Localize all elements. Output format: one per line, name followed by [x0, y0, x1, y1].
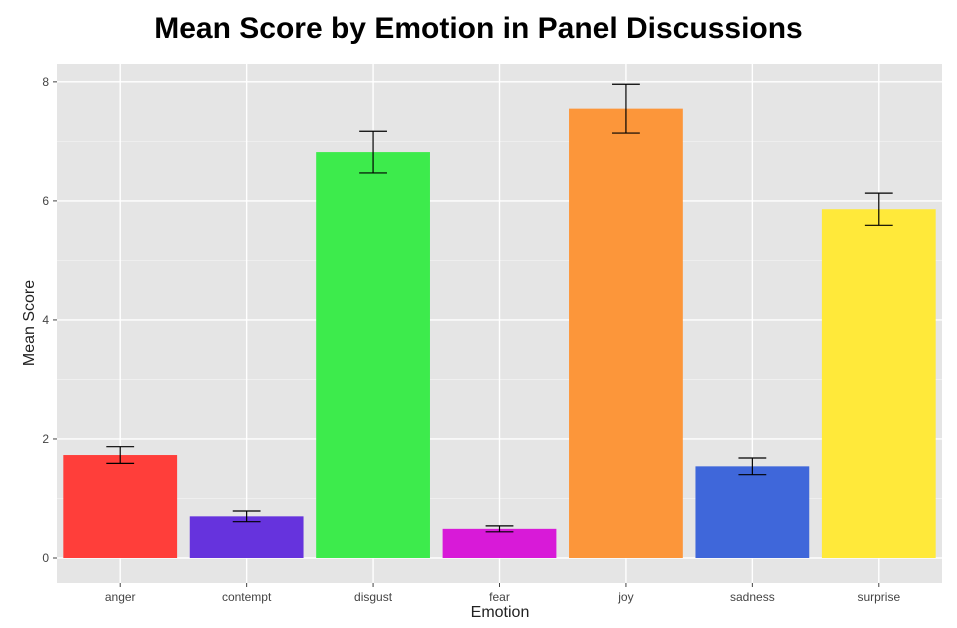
bar-sadness [695, 466, 810, 559]
x-tick-label: contempt [222, 590, 272, 604]
bar-contempt [189, 516, 304, 559]
y-tick-label: 2 [42, 432, 49, 446]
x-tick-label: surprise [857, 590, 900, 604]
x-tick-label: fear [489, 590, 510, 604]
y-tick-label: 6 [42, 194, 49, 208]
x-tick-label: sadness [730, 590, 775, 604]
chart-title: Mean Score by Emotion in Panel Discussio… [154, 12, 803, 45]
x-tick-label: anger [105, 590, 136, 604]
bar-fear [442, 528, 557, 559]
bar-anger [63, 455, 178, 559]
y-tick-label: 4 [42, 313, 49, 327]
y-tick-label: 0 [42, 551, 49, 565]
x-axis-label: Emotion [470, 604, 530, 621]
x-tick-label: joy [617, 590, 633, 604]
bar-surprise [821, 209, 936, 559]
y-tick-label: 8 [42, 75, 49, 89]
x-tick-label: disgust [354, 590, 393, 604]
bar-joy [569, 108, 683, 559]
bar-disgust [316, 152, 430, 559]
